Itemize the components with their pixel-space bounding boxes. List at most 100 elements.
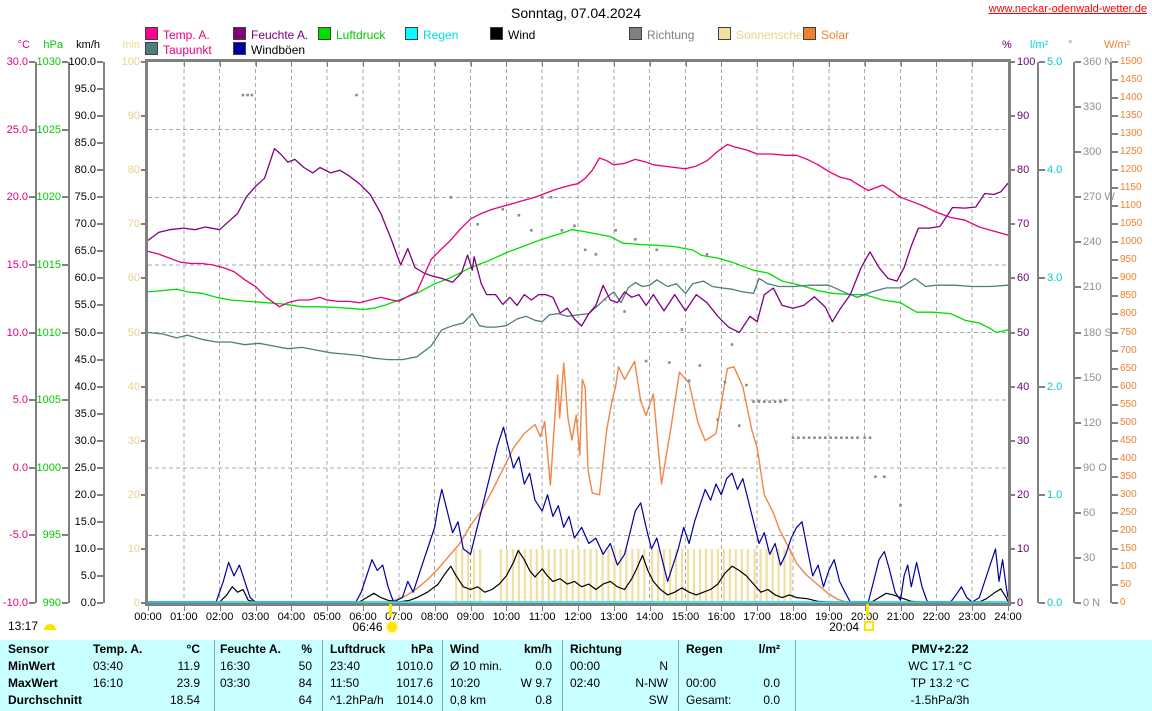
- axis-tick: [1039, 61, 1045, 63]
- direction-dot: [250, 93, 254, 97]
- axis-tick-label: 300: [1120, 488, 1137, 500]
- axis-tick-label: 600: [1120, 380, 1137, 392]
- series-luftdruck-line: [148, 229, 1008, 334]
- axis-tick: [1112, 602, 1118, 604]
- direction-dot: [705, 253, 709, 256]
- axis-tick-label: 0 N: [1083, 597, 1101, 609]
- axis-tick: [141, 493, 147, 496]
- legend-swatch-icon: [145, 27, 158, 40]
- direction-dot: [241, 93, 245, 97]
- axis-line-: [1073, 62, 1075, 603]
- direction-dot: [791, 436, 795, 439]
- direction-dot: [737, 424, 741, 427]
- axis-tick-label: 95.0: [74, 83, 96, 96]
- hour-tick: [864, 606, 866, 611]
- hour-tick: [327, 606, 329, 611]
- axis-tick-label: 150: [1083, 371, 1102, 384]
- axis-tick-label: 360 N: [1083, 56, 1113, 68]
- axis-tick-label: 60: [1083, 506, 1096, 519]
- hour-tick: [900, 62, 902, 67]
- axis-tick: [29, 61, 35, 63]
- hour-tick: [291, 606, 293, 611]
- page-title: Sonntag, 07.04.2024: [510, 5, 641, 21]
- sunshine-bar: [728, 548, 731, 602]
- table-group-header: Temp. A.: [93, 642, 143, 656]
- direction-dot: [449, 195, 453, 199]
- series-feuchte-a--line: [148, 147, 1008, 334]
- series-wind-line: [148, 549, 1008, 603]
- axis-tick-label: 20: [127, 488, 140, 501]
- legend-label: Windböen: [251, 43, 306, 57]
- sunrise-time: 06:46: [352, 620, 383, 634]
- direction-dot: [476, 223, 479, 226]
- sunrise-marker-tick: [388, 604, 392, 617]
- axis-tick-label: 50.0: [74, 326, 96, 339]
- table-cell: 50: [298, 659, 312, 673]
- axis-tick-label: 45.0: [74, 353, 96, 366]
- sunshine-bar: [631, 548, 634, 602]
- axis-tick: [97, 331, 103, 334]
- legend-label: Regen: [423, 28, 459, 42]
- axis-tick: [62, 331, 68, 334]
- table-cell: SW: [648, 693, 668, 707]
- sunset-label: 20:04: [829, 620, 875, 634]
- direction-dot: [834, 436, 838, 439]
- axis-tick: [97, 466, 103, 469]
- website-link[interactable]: www.neckar-odenwald-wetter.de: [988, 3, 1147, 15]
- axis-tick: [1112, 151, 1118, 154]
- table-group-unit: °C: [186, 642, 200, 656]
- hour-tick: [936, 606, 938, 611]
- hour-tick: [398, 62, 400, 67]
- axis-tick: [1112, 133, 1118, 136]
- axis-tick-label: 300: [1083, 146, 1102, 159]
- table-group-header: Richtung: [570, 642, 622, 656]
- axis-tick-label: 270 W: [1083, 191, 1115, 204]
- time-label: 24:00: [994, 611, 1022, 623]
- table-cell: 23.9: [176, 676, 200, 690]
- axis-tick: [1112, 583, 1118, 586]
- sunset-marker-tick: [865, 604, 869, 617]
- table-divider: [562, 640, 563, 711]
- direction-dot: [802, 436, 806, 439]
- legend-swatch-icon: [803, 27, 816, 40]
- hour-tick: [434, 606, 436, 611]
- axis-tick: [141, 439, 147, 442]
- axis-tick-label: 400: [1120, 452, 1137, 464]
- legend-swatch-icon: [233, 27, 246, 40]
- sunshine-bar: [529, 548, 532, 602]
- axis-tick-label: 10.0: [6, 326, 28, 339]
- table-cell: 0.0: [763, 676, 780, 690]
- sunshine-bar: [789, 548, 792, 602]
- time-label: 05:00: [313, 611, 341, 623]
- hour-tick: [685, 62, 687, 67]
- axis-tick-label: 35.0: [74, 407, 96, 420]
- axis-tick: [1112, 367, 1118, 370]
- hour-tick: [327, 62, 329, 67]
- axis-tick: [1112, 439, 1118, 442]
- axis-tick: [1112, 277, 1118, 280]
- sunshine-bar: [680, 548, 684, 602]
- axis-tick-label: 150: [1120, 542, 1137, 554]
- direction-dot: [863, 436, 866, 439]
- axis-tick: [141, 602, 147, 604]
- hour-tick: [183, 62, 185, 67]
- axis-tick-label: 500: [1120, 416, 1137, 428]
- axis-tick-label: 60.0: [74, 272, 96, 285]
- axis-tick-label: 40: [127, 380, 140, 393]
- table-group-header: Regen: [686, 642, 723, 656]
- table-cell: 18.54: [169, 693, 200, 707]
- axis-tick: [1009, 602, 1015, 604]
- axis-tick: [29, 196, 35, 199]
- axis-tick-label: 180 S: [1083, 326, 1112, 339]
- hour-tick: [613, 62, 615, 67]
- table-cell: 10:20: [450, 676, 481, 690]
- legend-label: Taupunkt: [163, 43, 212, 57]
- axis-tick-label: 15.0: [6, 258, 28, 271]
- axis-tick: [62, 263, 68, 266]
- sunrise-sun-icon: [386, 622, 397, 632]
- axis-tick-label: 210: [1083, 281, 1102, 294]
- legend-swatch-icon: [629, 27, 642, 40]
- hour-tick: [649, 62, 651, 67]
- hour-tick: [972, 62, 974, 67]
- sunshine-bar: [710, 548, 714, 602]
